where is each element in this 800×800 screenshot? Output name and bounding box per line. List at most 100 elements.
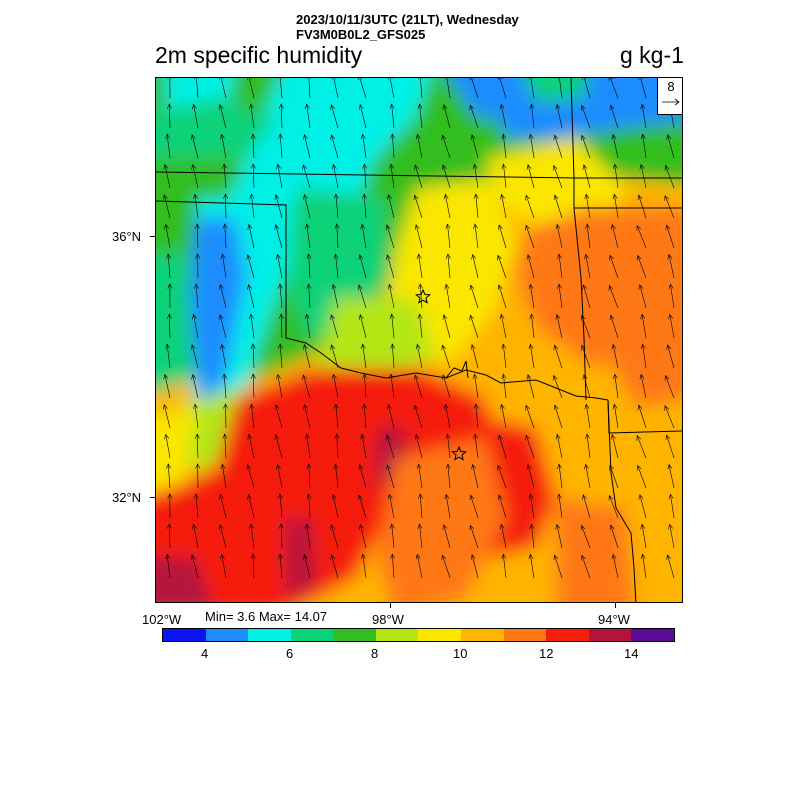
wind-arrow bbox=[304, 103, 311, 129]
wind-arrow bbox=[386, 254, 395, 279]
wind-arrow bbox=[331, 78, 339, 99]
lat-tick-32n bbox=[150, 497, 155, 498]
wind-arrow bbox=[302, 344, 311, 369]
wind-arrow bbox=[331, 283, 339, 309]
wind-arrow bbox=[360, 133, 367, 159]
lat-tick-36n bbox=[150, 236, 155, 237]
wind-arrow bbox=[167, 313, 172, 339]
wind-arrow bbox=[218, 524, 227, 549]
wind-arrow bbox=[163, 373, 171, 399]
units-label: g kg-1 bbox=[620, 42, 684, 68]
wind-arrow bbox=[444, 78, 451, 99]
wind-arrow bbox=[278, 553, 283, 579]
wind-arrow bbox=[360, 343, 367, 369]
wind-arrow bbox=[387, 403, 395, 429]
wind-arrow bbox=[638, 78, 647, 99]
lon-tick-98w bbox=[390, 603, 391, 608]
wind-arrow bbox=[167, 103, 172, 129]
wind-arrow bbox=[330, 104, 339, 129]
wind-arrow bbox=[497, 284, 507, 309]
wind-arrow bbox=[331, 163, 339, 189]
wind-arrow bbox=[638, 494, 647, 519]
wind-arrow bbox=[553, 134, 563, 159]
wind-arrow bbox=[582, 284, 591, 309]
wind-arrow bbox=[417, 523, 423, 549]
wind-arrow bbox=[306, 253, 312, 279]
wind-arrow bbox=[167, 493, 173, 519]
wind-arrow bbox=[469, 104, 479, 129]
wind-arrow bbox=[610, 434, 619, 459]
wind-arrow bbox=[275, 253, 283, 279]
wind-arrow bbox=[190, 134, 199, 159]
reference-vector-value: 8 bbox=[667, 79, 675, 94]
wind-arrow bbox=[306, 463, 312, 489]
wind-arrow bbox=[667, 463, 675, 489]
wind-arrow bbox=[637, 404, 647, 429]
wind-vectors bbox=[162, 78, 675, 579]
wind-arrow bbox=[358, 104, 367, 129]
wind-arrow bbox=[357, 78, 367, 99]
wind-arrow bbox=[414, 374, 423, 399]
wind-arrow bbox=[418, 283, 423, 309]
wind-arrow bbox=[608, 284, 619, 309]
wind-arrow bbox=[525, 404, 535, 429]
wind-arrow bbox=[330, 524, 339, 549]
wind-arrow bbox=[195, 463, 201, 489]
wind-arrow bbox=[218, 494, 227, 519]
wind-arrow bbox=[501, 553, 507, 579]
wind-arrow bbox=[278, 313, 284, 339]
wind-arrow bbox=[387, 78, 395, 99]
wind-arrow bbox=[387, 283, 395, 309]
wind-arrow bbox=[277, 493, 283, 519]
wind-arrow bbox=[584, 403, 591, 429]
wind-arrow bbox=[414, 164, 423, 189]
wind-arrow bbox=[387, 493, 395, 519]
wind-arrow bbox=[528, 343, 535, 369]
wind-arrow bbox=[333, 193, 339, 219]
wind-arrow bbox=[472, 373, 479, 399]
wind-arrow bbox=[612, 193, 619, 219]
wind-arrow bbox=[247, 283, 255, 309]
wind-arrow bbox=[249, 523, 255, 549]
wind-arrow bbox=[306, 78, 312, 99]
wind-arrow bbox=[442, 524, 451, 549]
wind-arrow bbox=[191, 373, 199, 399]
wind-arrow bbox=[664, 374, 675, 399]
wind-arrow bbox=[250, 163, 256, 189]
wind-arrow bbox=[552, 374, 563, 399]
wind-arrow bbox=[247, 433, 255, 459]
wind-arrow bbox=[639, 373, 647, 399]
humidity-field-map bbox=[156, 78, 682, 602]
wind-arrow bbox=[526, 164, 535, 189]
colorbar-label-6: 6 bbox=[286, 646, 294, 661]
wind-arrow bbox=[553, 554, 563, 579]
wind-arrow bbox=[553, 194, 563, 219]
colorbar-segment-1 bbox=[205, 629, 249, 641]
wind-arrow bbox=[473, 223, 479, 249]
wind-arrow bbox=[469, 524, 479, 549]
wind-arrow bbox=[278, 103, 284, 129]
wind-arrow bbox=[555, 103, 563, 129]
wind-arrow bbox=[165, 553, 171, 579]
wind-arrow bbox=[276, 373, 283, 399]
wind-arrow bbox=[528, 133, 535, 159]
wind-arrow bbox=[441, 554, 451, 579]
wind-arrow bbox=[444, 493, 451, 519]
lat-label-32n: 32°N bbox=[112, 490, 142, 505]
wind-arrow bbox=[358, 254, 367, 279]
wind-arrow bbox=[612, 373, 619, 399]
wind-arrow bbox=[193, 493, 199, 519]
wind-arrow bbox=[581, 134, 591, 159]
map-panel[interactable] bbox=[155, 77, 683, 603]
wind-arrow bbox=[360, 223, 367, 249]
wind-arrow bbox=[501, 373, 507, 399]
wind-arrow bbox=[471, 463, 479, 489]
colorbar-label-14: 14 bbox=[624, 646, 639, 661]
wind-arrow bbox=[360, 433, 367, 459]
wind-arrow bbox=[164, 223, 171, 249]
lon-label-98w: 98°W bbox=[372, 612, 404, 627]
wind-arrow bbox=[250, 553, 256, 579]
wind-arrow bbox=[302, 134, 311, 159]
wind-arrow bbox=[442, 314, 451, 339]
wind-arrow bbox=[441, 134, 451, 159]
